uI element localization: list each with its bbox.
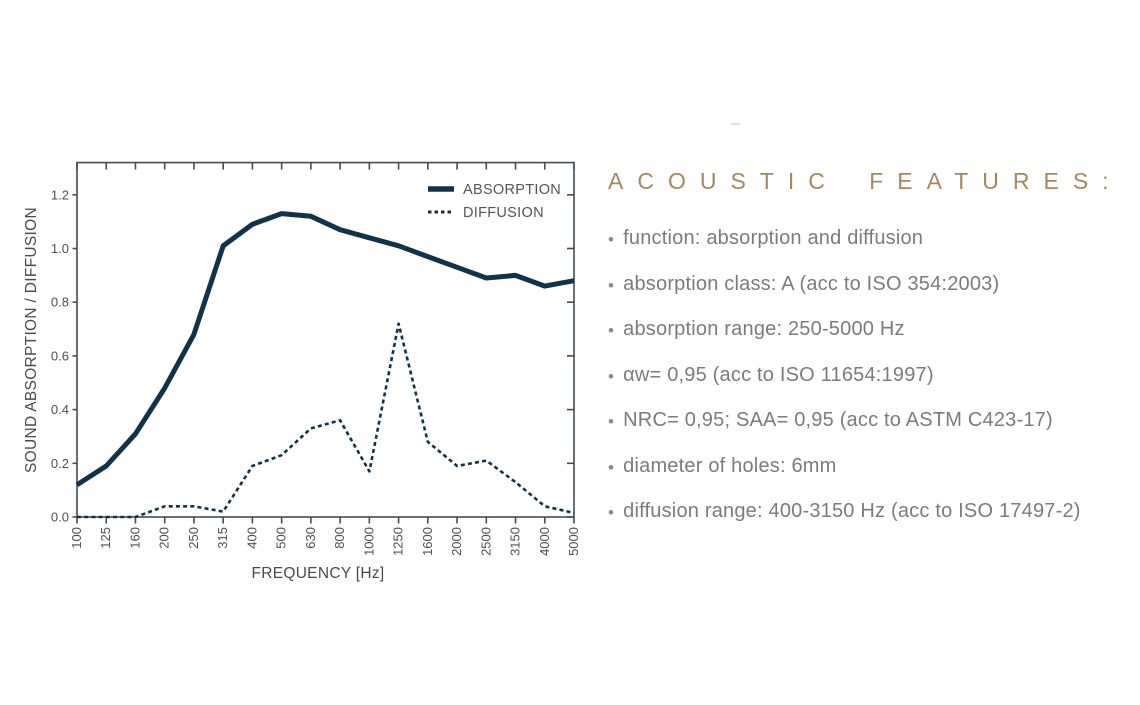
feature-item: • NRC= 0,95; SAA= 0,95 (acc to ASTM C423-… xyxy=(608,409,1128,432)
x-axis-title: FREQUENCY [Hz] xyxy=(251,565,384,582)
y-tick-label: 1.2 xyxy=(51,187,69,202)
x-tick-label: 3150 xyxy=(508,527,523,556)
x-tick-label: 800 xyxy=(332,527,347,549)
bullet-icon: • xyxy=(608,457,615,477)
acoustic-chart: 100 125 160 200 250 315 400 500 630 800 1000 1250 16… xyxy=(23,161,581,582)
features-list: • function: absorption and diffusion • abso… xyxy=(608,227,1128,547)
x-tick-label: 500 xyxy=(274,527,289,549)
feature-item: • absorption range: 250-5000 Hz xyxy=(608,318,1128,341)
feature-item: • function: absorption and diffusion xyxy=(608,227,1128,250)
x-tick-label: 4000 xyxy=(537,527,552,556)
y-tick-label: 0.4 xyxy=(51,402,69,417)
feature-text: function: absorption and diffusion xyxy=(623,227,924,249)
y-tick-label: 0.8 xyxy=(51,295,69,310)
bullet-icon: • xyxy=(608,503,615,522)
diffusion-line xyxy=(77,322,575,519)
feature-item: • αw= 0,95 (acc to ISO 11654:1997) xyxy=(608,363,1128,387)
feature-item: • diameter of holes: 6mm xyxy=(608,454,1128,478)
feature-text: NRC= 0,95; SAA= 0,95 (acc to ASTM C423-1… xyxy=(623,409,1053,431)
bullet-icon: • xyxy=(608,412,615,431)
legend-diffusion-label: DIFFUSION xyxy=(463,205,544,221)
bullet-icon: • xyxy=(608,366,615,386)
legend-absorption-label: ABSORPTION xyxy=(463,182,561,198)
x-tick-label: 100 xyxy=(69,527,84,549)
feature-text: diameter of holes: 6mm xyxy=(623,454,837,477)
x-tick-label: 1000 xyxy=(361,527,376,556)
y-axis-title: SOUND ABSORPTION / DIFFUSION xyxy=(23,207,40,473)
features-heading: ACOUSTIC FEATURES: xyxy=(608,168,1123,194)
x-tick-label: 2000 xyxy=(449,527,464,556)
faint-artifact xyxy=(731,123,740,125)
bullet-icon: • xyxy=(608,321,615,340)
x-tick-label: 250 xyxy=(186,527,201,549)
y-tick-label: 0.0 xyxy=(51,510,69,525)
feature-text: αw= 0,95 (acc to ISO 11654:1997) xyxy=(623,363,934,386)
x-tick-label: 1600 xyxy=(420,527,435,556)
y-tick-label: 0.6 xyxy=(51,348,69,363)
bullet-icon: • xyxy=(608,230,615,249)
x-tick-label: 125 xyxy=(98,527,113,549)
feature-item: • diffusion range: 400-3150 Hz (acc to IS… xyxy=(608,500,1128,523)
x-tick-label: 200 xyxy=(157,527,172,549)
x-tick-label: 400 xyxy=(244,527,259,549)
x-tick-label: 5000 xyxy=(566,527,581,556)
y-tick-label: 0.2 xyxy=(51,456,69,471)
x-tick-label: 1250 xyxy=(391,527,406,556)
plot-border xyxy=(76,161,575,518)
y-tick-label: 1.0 xyxy=(51,241,69,256)
absorption-line xyxy=(75,211,575,487)
feature-text: absorption range: 250-5000 Hz xyxy=(623,318,905,340)
x-tick-label: 630 xyxy=(303,527,318,549)
x-tick-label: 160 xyxy=(127,527,142,549)
feature-text: absorption class: A (acc to ISO 354:2003… xyxy=(623,272,1000,295)
x-tick-label: 2500 xyxy=(478,527,493,556)
feature-item: • absorption class: A (acc to ISO 354:200… xyxy=(608,272,1128,296)
bullet-icon: • xyxy=(608,275,615,295)
feature-text: diffusion range: 400-3150 Hz (acc to ISO… xyxy=(623,500,1081,522)
x-tick-label: 315 xyxy=(215,527,230,549)
